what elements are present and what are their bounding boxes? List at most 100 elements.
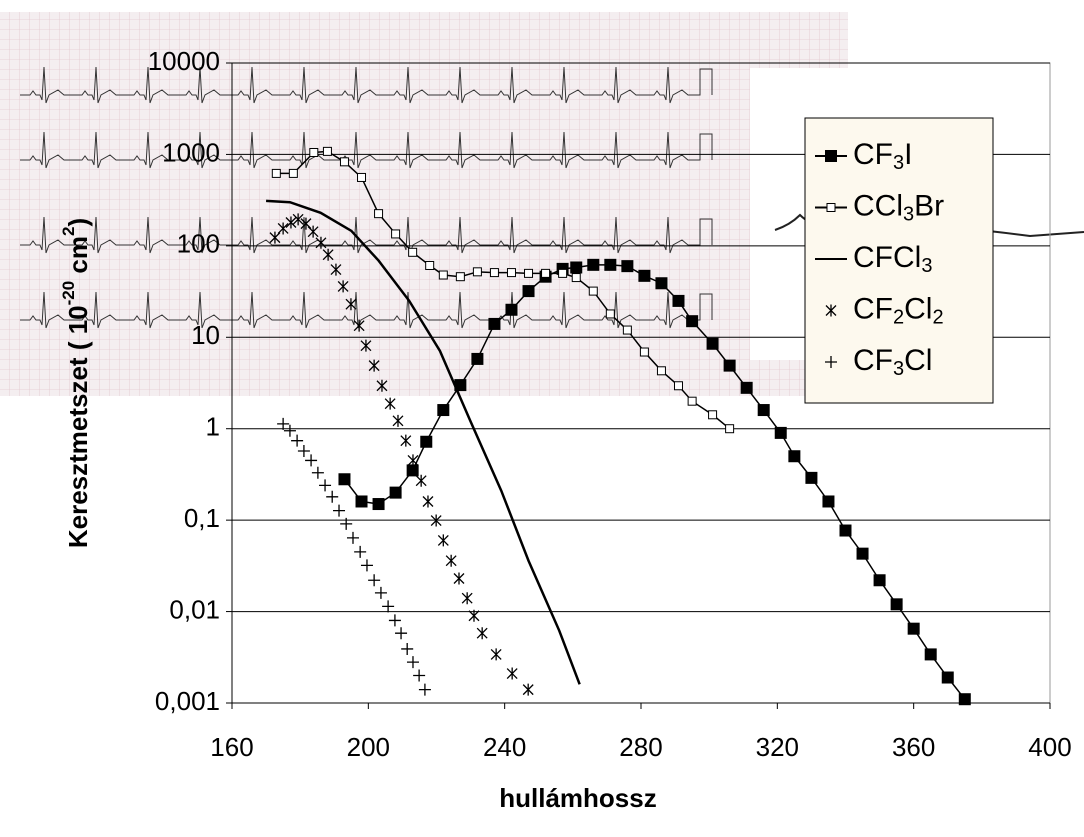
marker: [672, 294, 685, 307]
marker: [588, 286, 598, 296]
y-tick-label: 10000: [148, 46, 220, 76]
ecg-calibration: [690, 133, 713, 161]
marker: [445, 554, 457, 567]
marker: [291, 434, 304, 447]
legend-label: CF3Cl: [853, 344, 932, 380]
ecg-trace: [20, 131, 696, 169]
marker: [856, 547, 869, 560]
marker: [725, 424, 735, 434]
marker: [468, 609, 480, 622]
x-tick-label: 200: [347, 732, 390, 762]
marker: [326, 490, 339, 503]
y-axis-title-part: -20: [59, 281, 78, 306]
marker: [413, 669, 426, 682]
marker: [374, 586, 387, 599]
marker: [757, 404, 770, 417]
marker: [388, 614, 401, 627]
marker: [839, 524, 852, 537]
marker: [407, 454, 419, 467]
legend-marker: [825, 304, 837, 317]
ecg-calibration: [690, 68, 713, 96]
marker: [288, 168, 298, 178]
y-tick-label: 100: [177, 229, 220, 259]
marker: [406, 656, 419, 669]
marker: [941, 671, 954, 684]
y-tick-label: 10: [191, 320, 220, 350]
marker: [673, 381, 683, 391]
marker: [822, 495, 835, 508]
marker: [708, 410, 718, 420]
marker: [438, 270, 448, 280]
marker: [277, 222, 289, 235]
marker: [420, 435, 433, 448]
marker: [453, 572, 465, 585]
marker: [353, 319, 365, 332]
marker: [382, 600, 395, 613]
marker: [277, 417, 290, 430]
marker: [907, 622, 920, 635]
marker: [488, 317, 501, 330]
y-axis-title: Keresztmetszet ( 10-20 cm2): [59, 218, 92, 548]
marker: [389, 486, 402, 499]
marker: [621, 260, 634, 273]
marker: [305, 454, 318, 467]
marker: [322, 248, 334, 261]
y-tick-label: 0,01: [169, 594, 220, 624]
marker: [687, 396, 697, 406]
marker: [283, 424, 296, 437]
y-axis-title-part: 2: [59, 227, 78, 236]
marker: [345, 298, 357, 311]
x-tick-label: 280: [619, 732, 662, 762]
marker: [639, 347, 649, 357]
marker: [471, 352, 484, 365]
x-tick-label: 360: [892, 732, 935, 762]
ecg-trace: [20, 66, 696, 104]
marker: [368, 574, 381, 587]
marker: [873, 574, 886, 587]
marker: [430, 514, 442, 527]
y-tick-label: 0,001: [155, 686, 220, 716]
marker: [571, 273, 581, 283]
marker: [354, 545, 367, 558]
marker: [391, 229, 401, 239]
ecg-calibration: [690, 218, 713, 246]
marker: [422, 495, 434, 508]
marker: [309, 147, 319, 157]
marker: [297, 445, 310, 458]
y-tick-label: 1: [206, 412, 220, 442]
y-axis-title-part: ): [63, 218, 93, 227]
x-tick-label: 240: [483, 732, 526, 762]
marker: [489, 268, 499, 278]
marker: [522, 683, 534, 696]
marker: [360, 559, 373, 572]
x-tick-label: 160: [210, 732, 253, 762]
legend: CF3I CCl3Br CFCl3 CF2Cl2 CF3Cl: [804, 117, 994, 404]
marker: [292, 213, 304, 226]
marker: [311, 466, 324, 479]
marker: [372, 498, 385, 511]
marker: [395, 627, 408, 640]
marker: [723, 359, 736, 372]
marker: [285, 216, 297, 229]
x-tick-label: 400: [1028, 732, 1071, 762]
legend-marker: [826, 203, 836, 212]
legend-label: CF3I: [853, 138, 912, 174]
y-tick-label: 1000: [162, 137, 220, 167]
marker: [522, 285, 535, 298]
marker: [418, 683, 431, 696]
marker: [337, 280, 349, 293]
marker: [355, 495, 368, 508]
marker: [655, 277, 668, 290]
marker: [437, 404, 450, 417]
marker: [338, 473, 351, 486]
marker: [740, 381, 753, 394]
marker: [490, 648, 502, 661]
marker: [384, 397, 396, 410]
marker: [506, 667, 518, 680]
marker: [505, 303, 518, 316]
marker: [425, 260, 435, 270]
marker: [346, 531, 359, 544]
legend-marker: [825, 356, 837, 368]
legend-label: CFCl3: [853, 241, 932, 277]
